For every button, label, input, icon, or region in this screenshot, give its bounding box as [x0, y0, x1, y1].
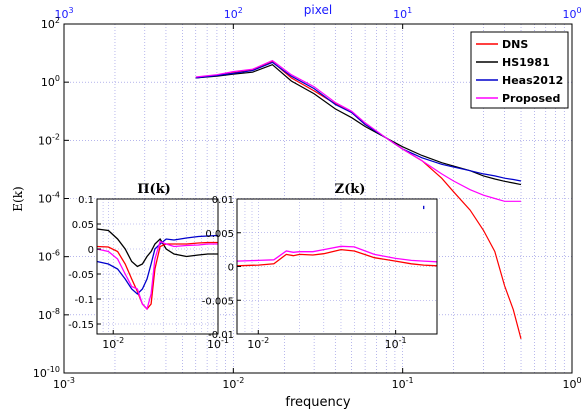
- y-tick-label: 102: [41, 16, 60, 31]
- x-tick-label: 10-3: [53, 376, 75, 391]
- inset-series-line-heas2012: [96, 234, 219, 295]
- legend-items: DNS HS1981 Heas2012 Proposed: [476, 38, 563, 105]
- inset-series-line-proposed: [96, 240, 218, 311]
- inset-pi-frame: [96, 198, 219, 335]
- main-y-ticks: 10-10 10-8 10-6 10-4 10-2 100 102: [33, 16, 69, 380]
- x-tick-label: 10-1: [392, 376, 414, 391]
- inset-x-tick-label: 10-1: [385, 336, 407, 351]
- inset-y-tick-label: -0.005: [202, 296, 234, 307]
- y-tick-label: 10-4: [38, 191, 60, 206]
- y-tick-label: 100: [41, 74, 60, 89]
- top-tick-label: 103: [54, 6, 73, 21]
- y-tick-label: 10-10: [33, 365, 60, 380]
- inset-x-tick-label: 10-1: [207, 336, 229, 351]
- inset-x-tick-label: 10-2: [102, 336, 124, 351]
- inset-pi-area: [97, 199, 218, 334]
- inset-y-tick-label: 0.005: [205, 229, 234, 240]
- top-tick-label: 101: [393, 6, 412, 21]
- top-axis-label: pixel: [304, 3, 332, 17]
- inset-y-tick-label: -0.05: [68, 270, 94, 281]
- main-top-ticks: 103 102 101 100: [54, 6, 582, 29]
- inset-pi-title: Π(k): [137, 182, 171, 197]
- inset-pi: Π(k) 0.1 0.05 0 -0.05 -0.1 -0.15 10-2 10-1: [68, 182, 229, 351]
- y-tick-label: 10-2: [38, 132, 60, 147]
- inset-y-tick-label: -0.01: [208, 330, 234, 341]
- legend-label-heas2012: Heas2012: [502, 74, 563, 87]
- main-series: [195, 59, 522, 339]
- top-tick-label: 100: [562, 6, 581, 21]
- inset-z: Z(k) 0.01 0.005 0 -0.005 -0.01 10-2 10-1: [202, 182, 438, 351]
- inset-series-line-proposed: [236, 245, 438, 263]
- inset-y-tick-label: -0.15: [68, 320, 94, 331]
- series-line-proposed: [195, 59, 521, 202]
- inset-x-tick-label: 10-2: [247, 336, 269, 351]
- legend-label-proposed: Proposed: [502, 92, 560, 105]
- inset-y-tick-label: 0: [228, 263, 234, 274]
- inset-y-tick-label: 0: [88, 245, 94, 256]
- y-axis-label: E(k): [11, 186, 25, 211]
- inset-series-line-dns: [236, 248, 438, 267]
- inset-y-tick-label: -0.1: [74, 295, 94, 306]
- main-x-ticks: 10-3 10-2 10-1 100: [53, 368, 582, 391]
- inset-series-line-dns: [96, 241, 218, 310]
- inset-y-tick-label: 0.01: [212, 195, 234, 206]
- top-tick-label: 102: [224, 6, 243, 21]
- inset-y-tick-label: 0.05: [72, 220, 94, 231]
- inset-z-series: [236, 205, 438, 267]
- inset-z-title: Z(k): [335, 182, 366, 197]
- inset-y-tick-label: 0.1: [78, 195, 94, 206]
- inset-z-ticks: 0.01 0.005 0 -0.005 -0.01 10-2 10-1: [202, 195, 407, 351]
- x-axis-label: frequency: [285, 395, 351, 410]
- x-tick-label: 100: [562, 376, 581, 391]
- y-tick-label: 10-6: [38, 249, 60, 264]
- inset-pi-ticks: 0.1 0.05 0 -0.05 -0.1 -0.15 10-2 10-1: [68, 195, 229, 351]
- legend-label-hs1981: HS1981: [502, 56, 550, 69]
- inset-pi-series: [96, 228, 219, 311]
- legend: DNS HS1981 Heas2012 Proposed: [470, 31, 569, 109]
- legend-label-dns: DNS: [502, 38, 528, 51]
- inset-series-line-hs1981: [96, 228, 218, 268]
- x-tick-label: 10-2: [222, 376, 244, 391]
- y-tick-label: 10-8: [38, 307, 60, 322]
